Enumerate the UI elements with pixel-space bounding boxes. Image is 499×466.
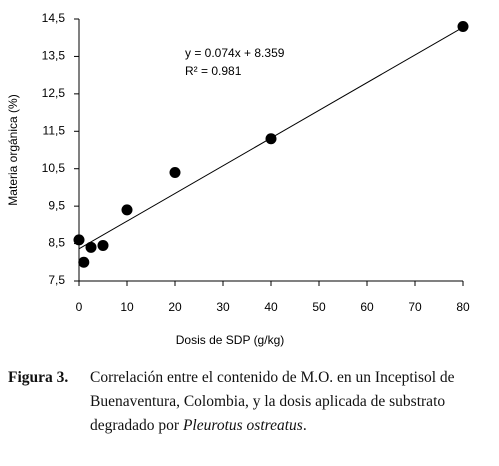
y-tick-label: 7,5 (48, 273, 65, 287)
point (78, 256, 90, 268)
caption-end: . (302, 417, 307, 434)
caption-species: Pleurotus ostreatus (182, 417, 303, 434)
chart: Dosis de SDP (g/kg) Materia orgánica (%)… (6, 11, 470, 347)
x-tick-label: 50 (312, 300, 326, 314)
x-tick-label: 60 (360, 300, 374, 314)
y-axis-label: Materia orgánica (%) (6, 94, 20, 205)
equation: y = 0.074x + 8.359 (185, 46, 285, 60)
point (265, 133, 277, 145)
caption-label: Figura 3. (8, 369, 69, 386)
x-tick-label: 40 (264, 300, 278, 314)
caption-body: Correlación entre el contenido de M.O. e… (90, 366, 478, 438)
y-tick-label: 12,5 (42, 86, 66, 100)
caption: Figura 3. Correlación entre el contenido… (8, 366, 478, 438)
point (73, 234, 85, 246)
x-tick-label: 80 (456, 300, 470, 314)
y-tick-label: 9,5 (48, 198, 65, 212)
point (85, 241, 97, 253)
y-tick-label: 14,5 (42, 11, 66, 25)
r-squared: R² = 0.981 (185, 64, 242, 78)
point (169, 166, 181, 178)
x-axis-label: Dosis de SDP (g/kg) (176, 333, 285, 347)
y-tick-label: 10,5 (42, 161, 66, 175)
x-tick-label: 0 (76, 300, 83, 314)
caption-text: Correlación entre el contenido de M.O. e… (90, 369, 455, 434)
y-tick-label: 13,5 (42, 49, 66, 63)
y-tick-label: 11,5 (43, 123, 66, 137)
x-tick-label: 70 (408, 300, 422, 314)
point (121, 204, 133, 216)
x-tick-label: 10 (120, 300, 134, 314)
x-tick-label: 20 (168, 300, 182, 314)
point (97, 239, 109, 251)
y-tick-label: 8,5 (48, 236, 65, 250)
point (457, 20, 469, 32)
x-tick-label: 30 (216, 300, 230, 314)
